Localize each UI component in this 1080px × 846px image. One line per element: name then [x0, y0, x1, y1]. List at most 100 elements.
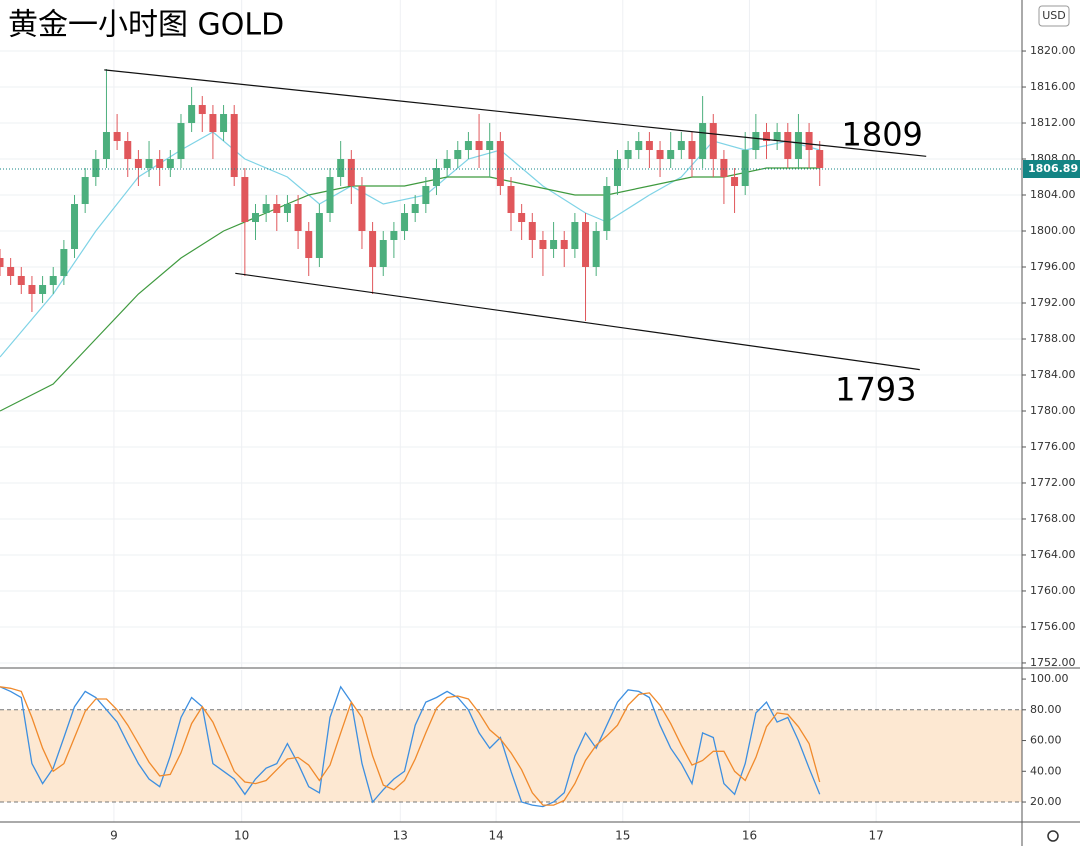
y-tick-label: 1768.00 — [1030, 512, 1076, 525]
candle-body — [624, 150, 632, 160]
candle-body — [560, 240, 568, 250]
last-price-box — [1023, 160, 1080, 179]
y-tick-label: 80.00 — [1030, 703, 1062, 716]
x-tick-label: 13 — [393, 829, 408, 843]
x-tick-label: 15 — [615, 829, 630, 843]
candle-body — [454, 150, 462, 160]
candle-body — [731, 177, 739, 187]
y-tick-label: 1776.00 — [1030, 440, 1076, 453]
candle-body — [443, 159, 451, 169]
y-tick-label: 1792.00 — [1030, 296, 1076, 309]
candle-body — [337, 159, 345, 178]
y-tick-label: 1800.00 — [1030, 224, 1076, 237]
candle-body — [401, 213, 409, 232]
gear — [1047, 830, 1059, 842]
candle-body — [28, 285, 36, 294]
x-tick-label: 17 — [869, 829, 884, 843]
chart-title: 黄金一小时图 GOLD — [8, 8, 284, 43]
band — [0, 709, 1022, 803]
candle-body — [794, 132, 802, 160]
candle-body — [305, 231, 313, 259]
y-tick-label: 1772.00 — [1030, 476, 1076, 489]
candle-body — [124, 141, 132, 160]
oscillator-line — [0, 686, 821, 806]
candle-body — [358, 186, 366, 232]
candle-body — [7, 267, 15, 277]
candle-body — [39, 285, 47, 294]
candle-body — [752, 132, 760, 151]
currency: USD — [1042, 9, 1066, 22]
y-tick-label: 1812.00 — [1030, 116, 1076, 129]
x-tick-label: 9 — [110, 829, 118, 843]
candle-body — [315, 213, 323, 259]
y-tick-label: 1764.00 — [1030, 548, 1076, 561]
candle-body — [241, 177, 249, 223]
oscillator-line — [0, 685, 821, 808]
x-tick-label: 10 — [234, 829, 249, 843]
candle-body — [273, 204, 281, 214]
candle-body — [411, 204, 419, 214]
candle-body — [252, 213, 259, 223]
candle-body — [283, 204, 291, 214]
y-tick-label: 1788.00 — [1030, 332, 1076, 345]
candle-body — [464, 141, 472, 151]
candle-body — [550, 240, 558, 250]
candle-body — [496, 141, 504, 187]
candle-body — [571, 222, 579, 250]
candle-body — [113, 132, 121, 142]
trend-line — [235, 272, 920, 371]
candle-body — [432, 168, 440, 187]
candle-body — [92, 159, 100, 178]
y-tick-label: 1796.00 — [1030, 260, 1076, 273]
y-tick-label: 1804.00 — [1030, 188, 1076, 201]
candle-body — [198, 105, 206, 115]
candle-body — [71, 204, 79, 250]
y-tick-label: 1780.00 — [1030, 404, 1076, 417]
candle-body — [294, 204, 302, 232]
candle-body — [49, 276, 57, 286]
y-tick-label: 1756.00 — [1030, 620, 1076, 633]
axes: 9 10 13 14 15 16 17 1752.00 1756.00 1760.00 1764.0… — [110, 44, 1080, 843]
y-tick-label: 1752.00 — [1030, 656, 1076, 669]
candle-body — [656, 150, 664, 160]
candle-body — [475, 141, 483, 151]
candle-body — [230, 114, 238, 178]
candle-body — [635, 141, 643, 151]
candle-body — [720, 159, 728, 178]
annotation: 1793 — [835, 371, 916, 409]
y-tick-label: 1784.00 — [1030, 368, 1076, 381]
candle-body — [539, 240, 547, 250]
candle-body — [667, 150, 675, 160]
candle-body — [81, 177, 89, 205]
candle-body — [262, 204, 270, 214]
candle-body — [486, 141, 494, 151]
candle-body — [688, 141, 696, 160]
x-tick-label: 16 — [742, 829, 757, 843]
y-tick-label: 60.00 — [1030, 734, 1062, 747]
candle-body — [603, 186, 611, 232]
y-tick-label: 1760.00 — [1030, 584, 1076, 597]
candle-body — [379, 240, 387, 268]
candle-body — [773, 132, 781, 142]
candle-body — [741, 150, 749, 187]
candle-body — [0, 258, 4, 268]
candle-body — [763, 132, 770, 142]
settings-icon[interactable] — [1047, 830, 1059, 842]
candle-body — [177, 123, 185, 160]
x-tick-label: 14 — [488, 829, 503, 843]
candle-body — [784, 132, 792, 160]
plot: 1809 1793 — [0, 69, 1022, 808]
candle-body — [188, 105, 196, 124]
candle-body — [166, 159, 174, 169]
candle-body — [518, 213, 526, 223]
currency-box[interactable] — [1038, 5, 1070, 27]
candle-body — [613, 159, 621, 187]
candle-body — [156, 159, 164, 169]
candle-body — [816, 150, 824, 169]
candle-body — [677, 141, 685, 151]
candle-body — [209, 114, 217, 133]
annotation: 1809 — [841, 115, 922, 153]
y-tick-label: 40.00 — [1030, 764, 1062, 777]
y-tick-label: 1816.00 — [1030, 80, 1076, 93]
trend-line — [104, 69, 927, 157]
